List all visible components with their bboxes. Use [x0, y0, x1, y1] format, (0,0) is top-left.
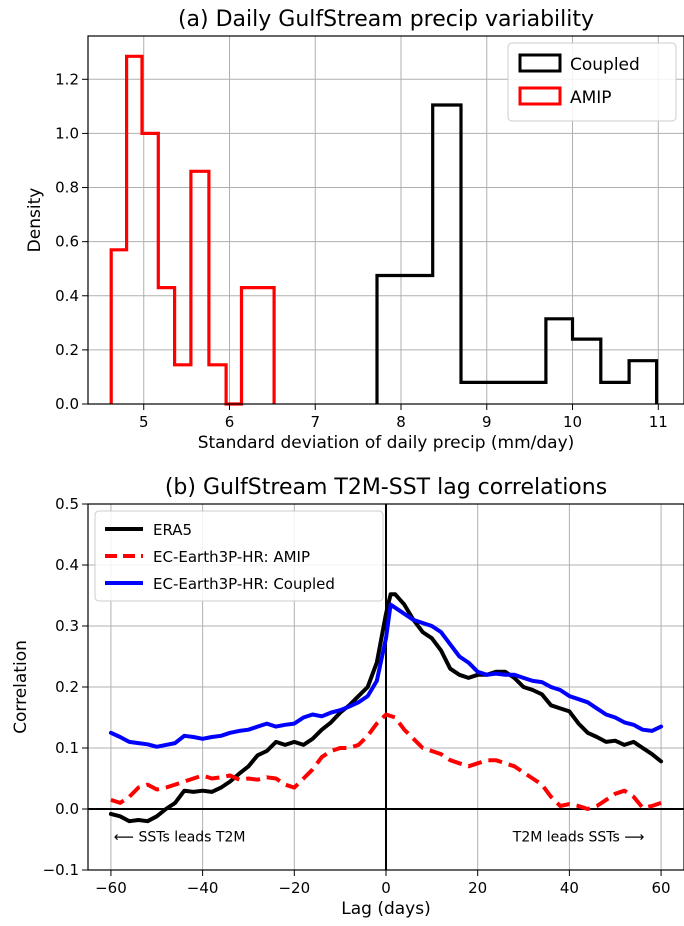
histogram-y-tick-label: 1.0 — [55, 124, 79, 142]
histogram-panel: (a) Daily GulfStream precip variability … — [25, 7, 684, 453]
lag-correlation-y-tick-label: 0.0 — [55, 800, 79, 818]
lag-correlation-x-tick-label: −40 — [187, 879, 219, 897]
lag-correlation-y-tick-label: 0.5 — [55, 495, 79, 513]
lag-correlation-y-tick-label: 0.2 — [55, 678, 79, 696]
histogram-y-tick-label: 0.0 — [55, 395, 79, 413]
lag-correlation-y-ticks: −0.1 0.0 0.1 0.2 0.3 0.4 0.5 — [43, 495, 88, 879]
lag-correlation-legend-label: EC-Earth3P-HR: AMIP — [153, 548, 310, 566]
lag-correlation-y-axis-label: Correlation — [11, 640, 31, 734]
histogram-y-tick-label: 0.2 — [55, 341, 79, 359]
lag-correlation-x-tick-label: −60 — [95, 879, 127, 897]
lag-correlation-y-tick-label: 0.4 — [55, 556, 79, 574]
histogram-x-tick-label: 9 — [482, 413, 492, 431]
histogram-legend-box — [507, 42, 677, 122]
lag-correlation-annotation: ⟵ SSTs leads T2M — [114, 829, 246, 845]
histogram-x-ticks: 5 6 7 8 9 10 11 — [139, 404, 668, 431]
lag-correlation-y-tick-label: 0.1 — [55, 739, 79, 757]
histogram-legend-swatch — [518, 86, 562, 106]
lag-correlation-legend: ERA5 EC-Earth3P-HR: AMIP EC-Earth3P-HR: Co… — [94, 510, 384, 602]
histogram-legend-swatch — [518, 53, 562, 73]
lag-correlation-line-2 — [108, 602, 664, 749]
lag-correlation-annotations: ⟵ SSTs leads T2M T2M leads SSTs ⟶ — [114, 829, 644, 845]
lag-correlation-legend-label: EC-Earth3P-HR: Coupled — [153, 575, 335, 593]
histogram-x-tick-label: 10 — [563, 413, 582, 431]
lag-correlation-x-tick-label: 60 — [652, 879, 671, 897]
histogram-axes-frame — [87, 35, 684, 405]
lag-correlation-legend-label: ERA5 — [153, 521, 192, 539]
lag-correlation-line-1 — [110, 712, 662, 811]
histogram-y-tick-label: 0.4 — [55, 287, 79, 305]
lag-correlation-y-tick-label: 0.3 — [55, 617, 79, 635]
histogram-x-tick-label: 5 — [139, 413, 149, 431]
histogram-legend-label: AMIP — [570, 88, 612, 108]
histogram-y-tick-label: 1.2 — [55, 70, 79, 88]
histogram-y-tick-label: 0.8 — [55, 179, 79, 197]
histogram-legend-label: Coupled — [570, 55, 640, 75]
lag-correlation-x-tick-label: 20 — [468, 879, 487, 897]
lag-correlation-x-tick-label: 40 — [560, 879, 579, 897]
lag-correlation-x-tick-label: 0 — [381, 879, 391, 897]
histogram-step-coupled — [375, 103, 659, 404]
histogram-x-tick-label: 8 — [396, 413, 406, 431]
histogram-x-tick-label: 11 — [649, 413, 668, 431]
lag-correlation-line-0 — [108, 592, 664, 824]
histogram-x-tick-label: 7 — [310, 413, 320, 431]
histogram-y-axis-label: Density — [25, 188, 45, 253]
histogram-x-tick-label: 6 — [225, 413, 235, 431]
lag-correlation-x-axis-label: Lag (days) — [341, 899, 430, 919]
histogram-legend: Coupled AMIP — [507, 42, 677, 122]
lag-correlation-y-tick-label: −0.1 — [43, 861, 79, 879]
lag-correlation-series — [108, 592, 664, 824]
histogram-y-tick-label: 0.6 — [55, 233, 79, 251]
lag-correlation-legend-box — [94, 510, 384, 602]
histogram-title: (a) Daily GulfStream precip variability — [178, 7, 594, 32]
lag-correlation-x-tick-label: −20 — [278, 879, 310, 897]
lag-correlation-x-ticks: −60 −40 −20 0 20 40 60 — [95, 870, 671, 897]
lag-correlation-panel: (b) GulfStream T2M-SST lag correlations … — [11, 475, 684, 919]
lag-correlation-annotation: T2M leads SSTs ⟶ — [512, 829, 645, 845]
histogram-x-axis-label: Standard deviation of daily precip (mm/d… — [198, 433, 575, 453]
histogram-y-ticks: 0.0 0.2 0.4 0.6 0.8 1.0 1.2 — [55, 70, 88, 413]
lag-correlation-title: (b) GulfStream T2M-SST lag correlations — [165, 475, 607, 500]
